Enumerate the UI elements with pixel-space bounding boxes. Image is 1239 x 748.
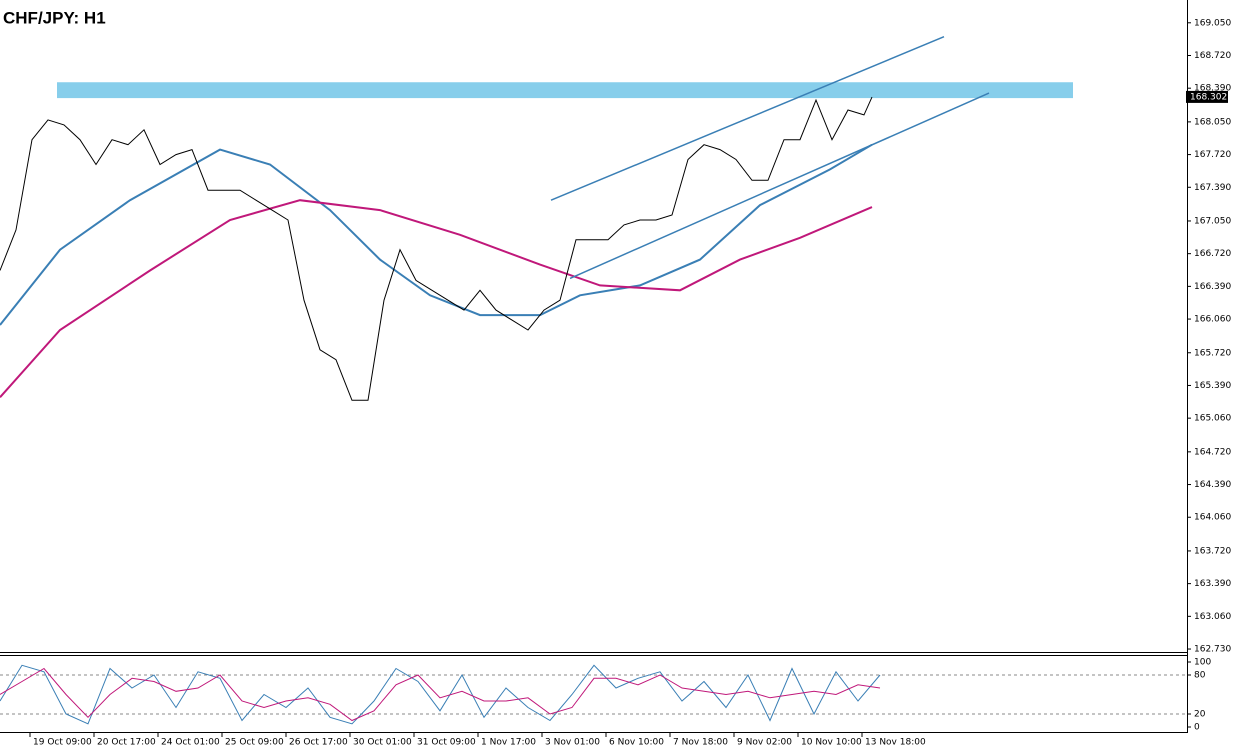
y-tick-label: 166.720 xyxy=(1194,249,1231,259)
x-tick-label: 13 Nov 18:00 xyxy=(865,738,926,748)
y-tick-label: 168.720 xyxy=(1194,51,1231,61)
x-tick-label: 10 Nov 10:00 xyxy=(801,738,862,748)
y-tick-label: 163.390 xyxy=(1194,579,1231,589)
y-tick-label: 165.390 xyxy=(1194,381,1231,391)
y-tick-label: 165.720 xyxy=(1194,348,1231,358)
y-tick-label: 163.720 xyxy=(1194,546,1231,556)
x-tick-label: 7 Nov 18:00 xyxy=(673,738,728,748)
moving-average xyxy=(0,199,873,398)
y-tick-label: 164.060 xyxy=(1194,513,1231,523)
channel-line xyxy=(569,92,990,280)
plot: 169.050 168.720 168.390 168.050 167.720 167.3… xyxy=(0,18,1231,748)
y-tick-label: 80 xyxy=(1194,671,1206,681)
y-tick-label: 168.050 xyxy=(1194,117,1231,127)
y-tick-label: 162.730 xyxy=(1194,645,1231,655)
y-tick-label: 169.050 xyxy=(1194,18,1231,28)
y-tick-label: 167.720 xyxy=(1194,150,1231,160)
y-tick-label: 0 xyxy=(1194,723,1200,733)
chart-title: CHF/JPY: H1 xyxy=(3,8,106,27)
oscillator-line xyxy=(0,664,881,725)
y-tick-label: 164.390 xyxy=(1194,480,1231,490)
x-tick-label: 20 Oct 17:00 xyxy=(97,738,156,748)
y-tick-label: 165.060 xyxy=(1194,414,1231,424)
oscillator-line xyxy=(0,667,881,722)
y-tick-label: 167.390 xyxy=(1194,183,1231,193)
moving-average xyxy=(0,143,873,326)
x-tick-label: 25 Oct 09:00 xyxy=(225,738,284,748)
y-tick-label: 20 xyxy=(1194,710,1206,720)
y-tick-label: 166.390 xyxy=(1194,282,1231,292)
price-line xyxy=(0,96,873,401)
last-price-label: 168.302 xyxy=(1190,92,1227,102)
y-tick-label: 100 xyxy=(1194,658,1211,668)
x-tick-label: 3 Nov 01:00 xyxy=(545,738,600,748)
x-tick-label: 1 Nov 17:00 xyxy=(481,738,536,748)
x-tick-label: 24 Oct 01:00 xyxy=(161,738,220,748)
channel-line xyxy=(550,36,945,201)
x-tick-label: 6 Nov 10:00 xyxy=(609,738,664,748)
y-tick-label: 166.060 xyxy=(1194,315,1231,325)
x-tick-label: 30 Oct 01:00 xyxy=(353,738,412,748)
last-price-box xyxy=(1186,90,1228,103)
x-tick-label: 31 Oct 09:00 xyxy=(417,738,476,748)
x-tick-label: 19 Oct 09:00 xyxy=(33,738,92,748)
y-tick-label: 163.060 xyxy=(1194,612,1231,622)
x-tick-label: 9 Nov 02:00 xyxy=(737,738,792,748)
resistance-zone xyxy=(57,82,1073,99)
y-tick-label: 167.050 xyxy=(1194,216,1231,226)
x-tick-label: 26 Oct 17:00 xyxy=(289,738,348,748)
y-tick-label: 164.720 xyxy=(1194,447,1231,457)
y-tick-label: 168.390 xyxy=(1194,84,1231,94)
